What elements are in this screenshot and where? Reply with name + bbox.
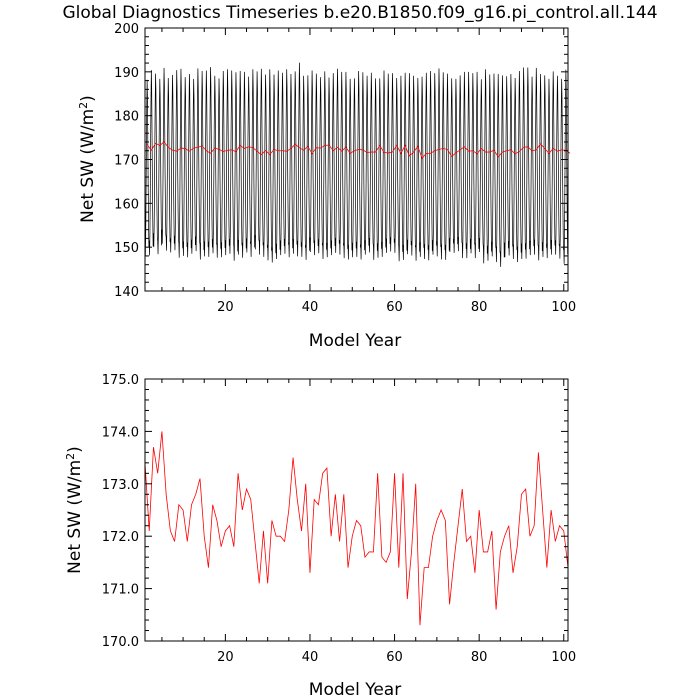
bottom-panel: 20 40 60 80 100 170.0 171.0 172.0 173.0 174.0 175.… [64,373,576,700]
top-y-tick-label: 180 [114,110,139,125]
bottom-y-tick-label: 171.0 [102,583,139,598]
bottom-x-tick-label: 80 [471,650,488,665]
bottom-y-tick-label: 173.0 [102,478,139,493]
bottom-y-tick-label: 174.0 [102,425,139,440]
bottom-x-tick-label: 60 [386,650,403,665]
top-monthly-series-line [144,62,568,267]
bottom-y-tick-label: 175.0 [102,373,139,388]
top-y-axis-label: Net SW (W/m2) [77,95,98,223]
top-panel: 20 40 60 80 100 140 150 160 170 180 190 200 Model Y… [77,22,576,351]
bottom-plot-area [144,431,569,626]
bottom-x-tick-label: 100 [551,650,576,665]
bottom-plot-frame [144,378,569,642]
bottom-x-tick-label: 40 [302,650,319,665]
top-y-tick-label: 200 [114,22,139,37]
top-x-tick-label: 100 [551,300,576,315]
chart-title: Global Diagnostics Timeseries b.e20.B185… [62,3,657,23]
top-axes: 20 40 60 80 100 140 150 160 170 180 190 200 [114,22,576,315]
top-y-tick-label: 170 [114,154,139,169]
top-x-tick-label: 20 [217,300,234,315]
bottom-y-axis-label: Net SW (W/m2) [64,446,85,574]
bottom-y-tick-label: 170.0 [102,635,139,650]
top-y-tick-label: 140 [114,285,139,300]
bottom-x-axis-label: Model Year [309,680,401,700]
top-y-tick-label: 160 [114,197,139,212]
top-y-tick-label: 150 [114,241,139,256]
top-y-tick-label: 190 [114,66,139,81]
bottom-x-tick-label: 20 [217,650,234,665]
bottom-axes: 20 40 60 80 100 170.0 171.0 172.0 173.0 174.0 175.… [102,373,576,665]
top-annual-mean-series-line [146,141,571,159]
bottom-annual-mean-series-line [144,431,569,626]
top-x-tick-label: 60 [386,300,403,315]
top-x-tick-label: 80 [471,300,488,315]
top-x-tick-label: 40 [302,300,319,315]
top-x-axis-label: Model Year [309,331,401,351]
top-plot-area [144,62,571,267]
bottom-y-tick-label: 172.0 [102,530,139,545]
